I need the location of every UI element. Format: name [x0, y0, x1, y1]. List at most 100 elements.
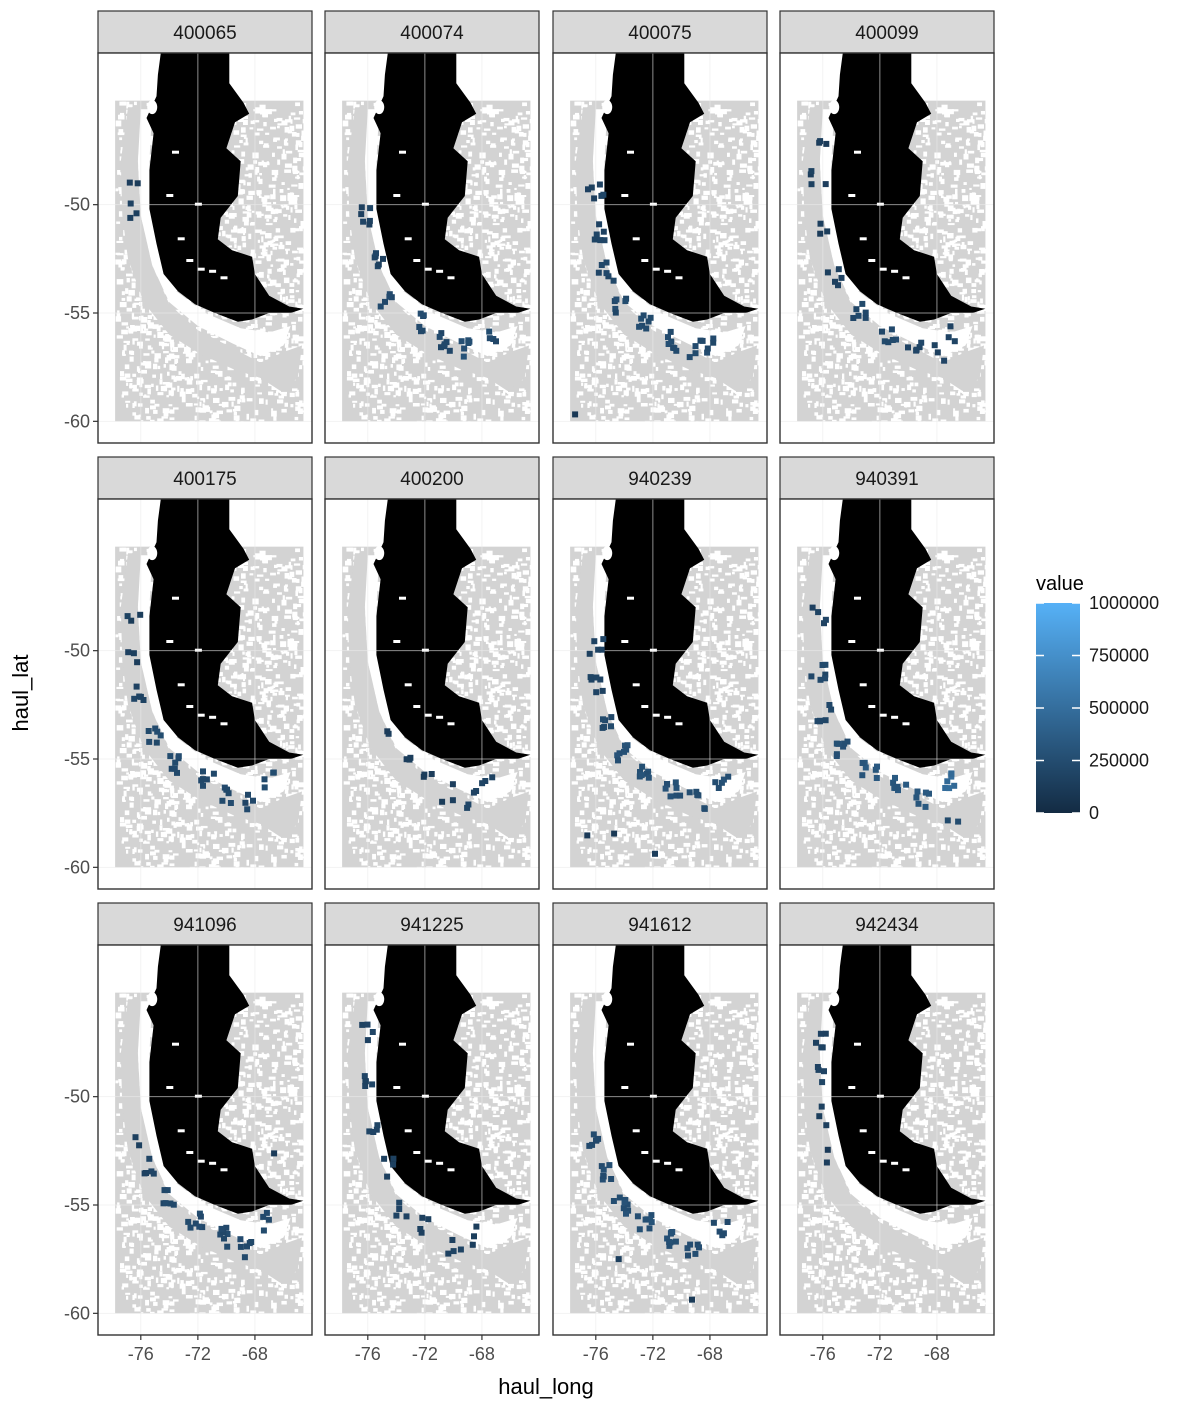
heat-cell — [823, 140, 830, 147]
heat-cell — [823, 1159, 830, 1166]
heat-cell — [715, 785, 722, 791]
heat-cell — [369, 1081, 376, 1088]
facet-941096: 941096 — [97, 902, 313, 1336]
heat-cell — [684, 1245, 691, 1252]
heat-cell — [807, 171, 814, 178]
heat-cell — [646, 1225, 653, 1232]
heat-cell — [672, 1238, 679, 1245]
heat-cell — [600, 1172, 607, 1179]
panel-basemap — [342, 499, 537, 873]
heat-cell — [835, 282, 841, 289]
heat-cell — [822, 1030, 829, 1037]
heat-cell — [137, 693, 144, 700]
heat-cell — [608, 714, 615, 721]
heat-cell — [162, 1200, 169, 1207]
heat-cell — [612, 309, 619, 316]
heat-cell — [132, 1134, 139, 1141]
heat-cell — [420, 773, 427, 780]
y-tick-label: -55 — [64, 1195, 90, 1215]
heat-cell — [686, 354, 693, 361]
heat-cell — [677, 792, 684, 799]
heat-cell — [613, 296, 620, 303]
heat-cell — [840, 743, 847, 750]
facet-strip — [97, 10, 313, 54]
heat-cell — [718, 779, 725, 786]
x-tick-label: -68 — [697, 1344, 723, 1364]
facet-strip-label: 941612 — [628, 915, 691, 936]
heat-cell — [643, 770, 650, 777]
heat-cell — [489, 774, 496, 781]
heat-cell — [623, 746, 630, 753]
heat-cell — [893, 336, 899, 343]
heat-cell — [922, 803, 929, 810]
heat-cell — [822, 616, 829, 623]
heat-cell — [915, 800, 922, 807]
heat-cell — [265, 1216, 272, 1223]
y-axis-title: haul_lat — [8, 654, 33, 731]
x-tick-label: -76 — [128, 1344, 154, 1364]
heat-cell — [892, 774, 898, 781]
heat-cell — [724, 1219, 731, 1225]
heat-cell — [597, 676, 604, 683]
heat-cell — [244, 806, 251, 813]
heat-cell — [926, 790, 932, 797]
heat-cell — [595, 269, 602, 276]
heat-cell — [364, 1037, 371, 1044]
heat-cell — [621, 1199, 628, 1206]
heat-cell — [362, 1083, 369, 1089]
x-axis-title: haul_long — [498, 1374, 593, 1399]
heat-cell — [623, 1210, 629, 1217]
heat-cell — [143, 1170, 149, 1176]
heat-cell — [380, 255, 386, 262]
heat-cell — [922, 789, 929, 796]
facet-strip — [552, 902, 768, 946]
heat-cell — [890, 779, 897, 786]
panel-basemap — [797, 499, 992, 873]
facet-strip — [324, 456, 540, 500]
heat-cell — [818, 1103, 825, 1110]
heat-cell — [832, 278, 838, 285]
heat-cell — [403, 1213, 410, 1220]
facet-strip — [552, 10, 768, 54]
heat-cell — [662, 785, 669, 792]
heat-cell — [601, 237, 608, 244]
heat-cell — [245, 791, 251, 798]
heat-cell — [125, 649, 132, 656]
panel-border — [324, 944, 540, 1336]
heat-cell — [486, 335, 493, 342]
facet-strip — [97, 456, 313, 500]
facet-400099: 400099 — [779, 10, 995, 444]
heat-cell — [615, 757, 621, 764]
x-tick-label: -72 — [412, 1344, 438, 1364]
y-tick-label: -50 — [64, 641, 90, 661]
heat-cell — [418, 1229, 425, 1236]
heat-cell — [838, 274, 845, 281]
heat-cell — [946, 785, 953, 792]
y-tick-label: -50 — [64, 1087, 90, 1107]
heat-cell — [393, 1212, 400, 1219]
heat-cell — [814, 718, 821, 725]
facet-941225: 941225 — [324, 902, 540, 1336]
heat-cell — [942, 785, 949, 791]
heat-cell — [819, 1079, 826, 1086]
heat-cell — [850, 315, 857, 321]
heat-cell — [712, 779, 719, 786]
heat-cell — [146, 1155, 153, 1162]
heat-cell — [620, 1205, 627, 1212]
facet-strip-label: 400065 — [173, 23, 236, 44]
heat-cell — [450, 1248, 457, 1255]
facet-strip-label: 400075 — [628, 23, 691, 44]
heat-cell — [145, 728, 152, 734]
heat-cell — [606, 1162, 613, 1169]
heat-cell — [668, 1229, 675, 1236]
heat-cell — [439, 798, 446, 805]
heat-cell — [465, 801, 472, 808]
heat-cell — [196, 1223, 203, 1230]
heat-cell — [593, 689, 600, 696]
heat-cell — [697, 337, 704, 344]
heat-cell — [449, 1237, 456, 1243]
heat-cell — [643, 325, 650, 332]
heat-cell — [417, 1226, 424, 1232]
heat-cell — [390, 1161, 397, 1168]
panel-border — [97, 52, 313, 444]
